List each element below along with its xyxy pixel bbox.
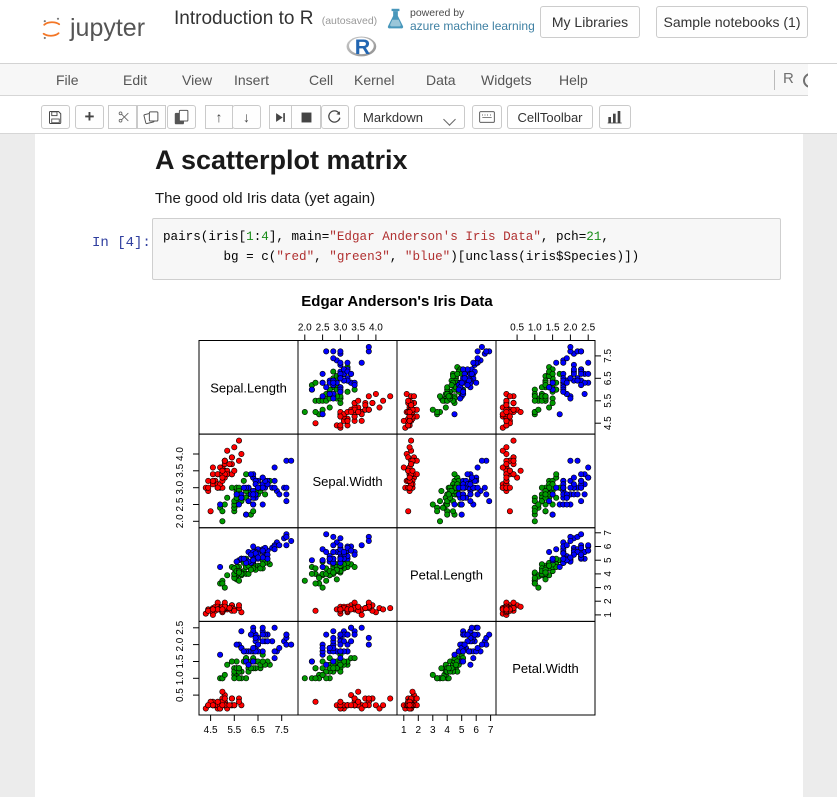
svg-text:R: R xyxy=(355,35,371,59)
